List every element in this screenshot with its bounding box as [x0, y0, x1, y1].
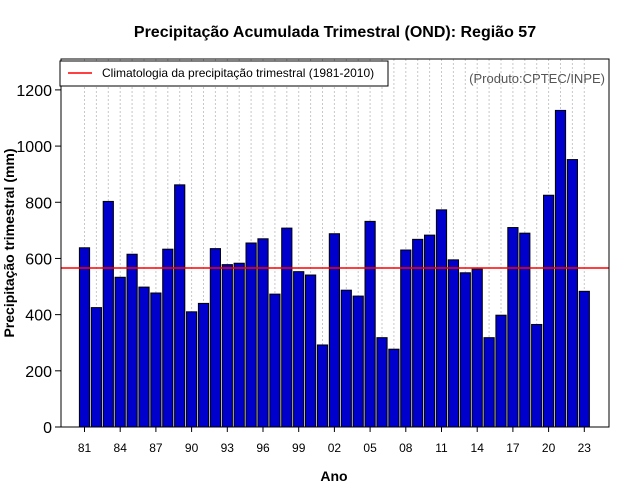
bar-2017	[507, 227, 519, 428]
x-tick-label: 90	[185, 441, 199, 455]
plot-frame	[60, 58, 610, 428]
bar-1990	[186, 311, 198, 428]
bar-2003	[340, 289, 352, 428]
y-tick-label: 600	[25, 251, 52, 268]
bar-2007	[388, 348, 400, 428]
credit-text: (Produto:CPTEC/INPE)	[469, 71, 605, 86]
bar-2023	[578, 290, 590, 428]
bar-1985	[126, 253, 138, 428]
x-tick-label: 93	[221, 441, 235, 455]
bar-1987	[150, 292, 162, 428]
bar-2002	[328, 233, 340, 428]
bar-2016	[495, 314, 507, 428]
bar-2012	[447, 259, 459, 428]
legend: Climatologia da precipitação trimestral …	[59, 60, 389, 87]
bar-2008	[400, 249, 412, 428]
bar-2000	[305, 274, 317, 428]
x-tick-label: 96	[256, 441, 270, 455]
bar-2018	[519, 232, 531, 428]
x-tick-label: 20	[542, 441, 556, 455]
legend-label: Climatologia da precipitação trimestral …	[102, 66, 374, 80]
bar-2019	[531, 323, 543, 428]
x-tick-label: 87	[149, 441, 163, 455]
bar-1984	[114, 276, 126, 428]
bar-1997	[269, 293, 281, 428]
y-tick-label: 1200	[16, 83, 52, 100]
x-tick-label: 05	[363, 441, 377, 455]
x-tick-label: 11	[435, 441, 448, 455]
x-tick-label: 14	[471, 441, 485, 455]
y-tick-label: 0	[43, 420, 52, 437]
bar-2020	[543, 194, 555, 428]
x-tick-label: 23	[578, 441, 592, 455]
y-tick-label: 800	[25, 195, 52, 212]
y-axis-title: Precipitação trimestral (mm)	[1, 148, 17, 337]
bar-1999	[293, 271, 305, 428]
bar-2010	[424, 234, 436, 428]
bar-2004	[352, 295, 364, 428]
x-tick-label: 99	[292, 441, 306, 455]
x-tick-label: 84	[114, 441, 128, 455]
chart-title: Precipitação Acumulada Trimestral (OND):…	[134, 24, 536, 41]
y-tick-label: 1000	[16, 139, 52, 156]
bar-1995	[245, 242, 257, 428]
bar-1992	[209, 248, 222, 428]
bar-1996	[257, 238, 269, 428]
y-tick-label: 200	[25, 364, 52, 381]
bar-2014	[471, 268, 483, 428]
y-axis: 0 200 400 600 800 1000 1200	[16, 83, 61, 437]
x-tick-label: 02	[328, 441, 342, 455]
bar-2006	[376, 337, 388, 428]
bar-1983	[102, 200, 114, 428]
x-tick-label: 08	[399, 441, 413, 455]
bar-1993	[221, 264, 233, 428]
x-axis: 81 84 87 90 93 96 99 02 05 08 11 14 17 20 23	[78, 427, 591, 455]
bar-1986	[138, 286, 150, 428]
x-tick-label: 17	[506, 441, 520, 455]
bar-2001	[316, 344, 329, 428]
bar-1989	[174, 184, 186, 428]
bar-2013	[459, 272, 471, 428]
bar-1988	[162, 248, 174, 428]
legend-box	[59, 60, 389, 87]
bar-1998	[281, 227, 293, 428]
bar-1982	[90, 307, 103, 428]
bar-2005	[364, 220, 376, 428]
x-tick-label: 81	[78, 441, 92, 455]
x-axis-title: Ano	[320, 468, 347, 484]
bar-1994	[233, 262, 245, 428]
y-tick-label: 400	[25, 308, 52, 325]
bar-2015	[483, 337, 495, 428]
bar-2022	[566, 159, 578, 428]
bar-1991	[197, 302, 210, 428]
bar-2011	[435, 209, 448, 428]
bar-1981	[78, 247, 91, 428]
